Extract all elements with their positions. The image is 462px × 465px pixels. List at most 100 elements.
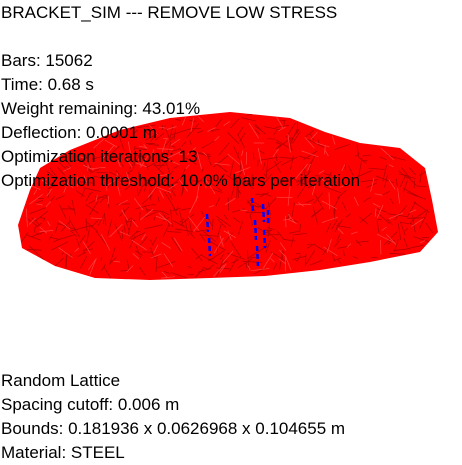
lattice-bar xyxy=(187,265,192,269)
constraint-marker xyxy=(261,203,266,223)
lattice-bar xyxy=(359,212,373,223)
lattice-bar xyxy=(195,184,200,202)
lattice-bar xyxy=(124,155,133,168)
lattice-bar xyxy=(301,150,319,158)
lattice-bar xyxy=(149,124,159,136)
lattice-bar xyxy=(190,247,203,262)
lattice-bar xyxy=(376,233,394,243)
lattice-bar xyxy=(104,139,118,148)
lattice-bar xyxy=(332,136,336,145)
lattice-bar xyxy=(126,219,136,223)
lattice-bar xyxy=(297,171,311,186)
lattice-bar xyxy=(163,211,169,216)
lattice-bar xyxy=(267,138,276,140)
lattice-bar xyxy=(241,150,244,157)
lattice-bar xyxy=(372,203,381,208)
lattice-bar xyxy=(237,152,239,158)
lattice-bar xyxy=(193,216,206,232)
lattice-bar xyxy=(56,160,69,172)
lattice-bar xyxy=(187,147,197,155)
lattice-bar xyxy=(107,219,113,237)
lattice-bar xyxy=(246,199,256,212)
lattice-bar xyxy=(219,263,227,273)
lattice-bar xyxy=(196,130,204,134)
lattice-bar xyxy=(166,231,181,233)
lattice-bar xyxy=(291,202,295,217)
lattice-bar xyxy=(403,187,421,198)
lattice-bar xyxy=(262,162,266,171)
lattice-bar xyxy=(148,144,160,146)
lattice-bar xyxy=(307,139,326,149)
lattice-bar xyxy=(213,264,225,277)
lattice-bar xyxy=(33,189,38,195)
lattice-bar xyxy=(139,236,148,247)
lattice-bar xyxy=(101,145,115,160)
lattice-bar xyxy=(150,132,158,142)
lattice-bar xyxy=(275,144,281,150)
lattice-bar xyxy=(239,161,242,175)
lattice-bar xyxy=(88,191,94,195)
lattice-bar xyxy=(250,267,270,272)
lattice-bar xyxy=(283,218,291,221)
lattice-bar xyxy=(294,258,298,262)
lattice-bar xyxy=(135,162,148,168)
lattice-bar xyxy=(149,189,152,201)
lattice-bar xyxy=(262,192,272,197)
lattice-bar xyxy=(290,155,294,170)
lattice-bar xyxy=(357,156,367,165)
lattice-bar xyxy=(219,253,225,260)
lattice-bar xyxy=(135,245,142,259)
lattice-bar xyxy=(201,140,215,149)
lattice-bar xyxy=(161,271,168,278)
lattice-bar xyxy=(67,205,74,211)
lattice-bar xyxy=(246,201,259,209)
lattice-bar xyxy=(398,173,417,180)
lattice-bar xyxy=(311,180,317,196)
lattice-bar xyxy=(413,201,430,213)
lattice-bar xyxy=(237,258,253,269)
lattice-bar xyxy=(179,147,185,158)
lattice-bar xyxy=(376,204,384,219)
lattice-bar xyxy=(36,203,43,206)
lattice-bar xyxy=(155,256,158,273)
lattice-bar xyxy=(382,191,391,196)
lattice-bar xyxy=(411,218,424,227)
lattice-bar xyxy=(350,231,358,235)
lattice-bar xyxy=(164,159,171,175)
lattice-bar xyxy=(138,211,141,221)
lattice-bar xyxy=(279,249,287,258)
lattice-bar xyxy=(336,225,352,229)
lattice-bar xyxy=(397,187,400,204)
lattice-bar xyxy=(266,226,275,231)
lattice-bar xyxy=(137,185,143,197)
lattice-bar xyxy=(162,137,169,140)
lattice-bar xyxy=(127,141,131,155)
lattice-bar xyxy=(150,253,162,259)
lattice-bar xyxy=(227,197,230,211)
lattice-bar xyxy=(282,238,296,242)
lattice-bar xyxy=(114,223,123,242)
lattice-bar xyxy=(161,242,172,249)
lattice-bar xyxy=(324,145,326,155)
lattice-bar xyxy=(342,202,347,212)
lattice-bar xyxy=(296,121,299,134)
lattice-bar xyxy=(163,134,176,148)
lattice-bar xyxy=(254,125,262,131)
lattice-bar xyxy=(250,174,253,185)
lattice-bar xyxy=(287,134,291,153)
lattice-bar xyxy=(383,231,398,245)
lattice-bar xyxy=(178,209,184,227)
lattice-bar xyxy=(304,129,315,138)
lattice-bar xyxy=(39,230,54,233)
lattice-bar xyxy=(337,260,342,264)
lattice-bar xyxy=(152,236,158,244)
lattice-bar xyxy=(163,253,173,267)
lattice-bar xyxy=(304,136,315,149)
lattice-bar xyxy=(228,258,237,273)
lattice-bar xyxy=(227,132,240,144)
lattice-bar xyxy=(63,175,72,193)
lattice-bar xyxy=(28,245,44,260)
lattice-bar xyxy=(400,222,416,225)
